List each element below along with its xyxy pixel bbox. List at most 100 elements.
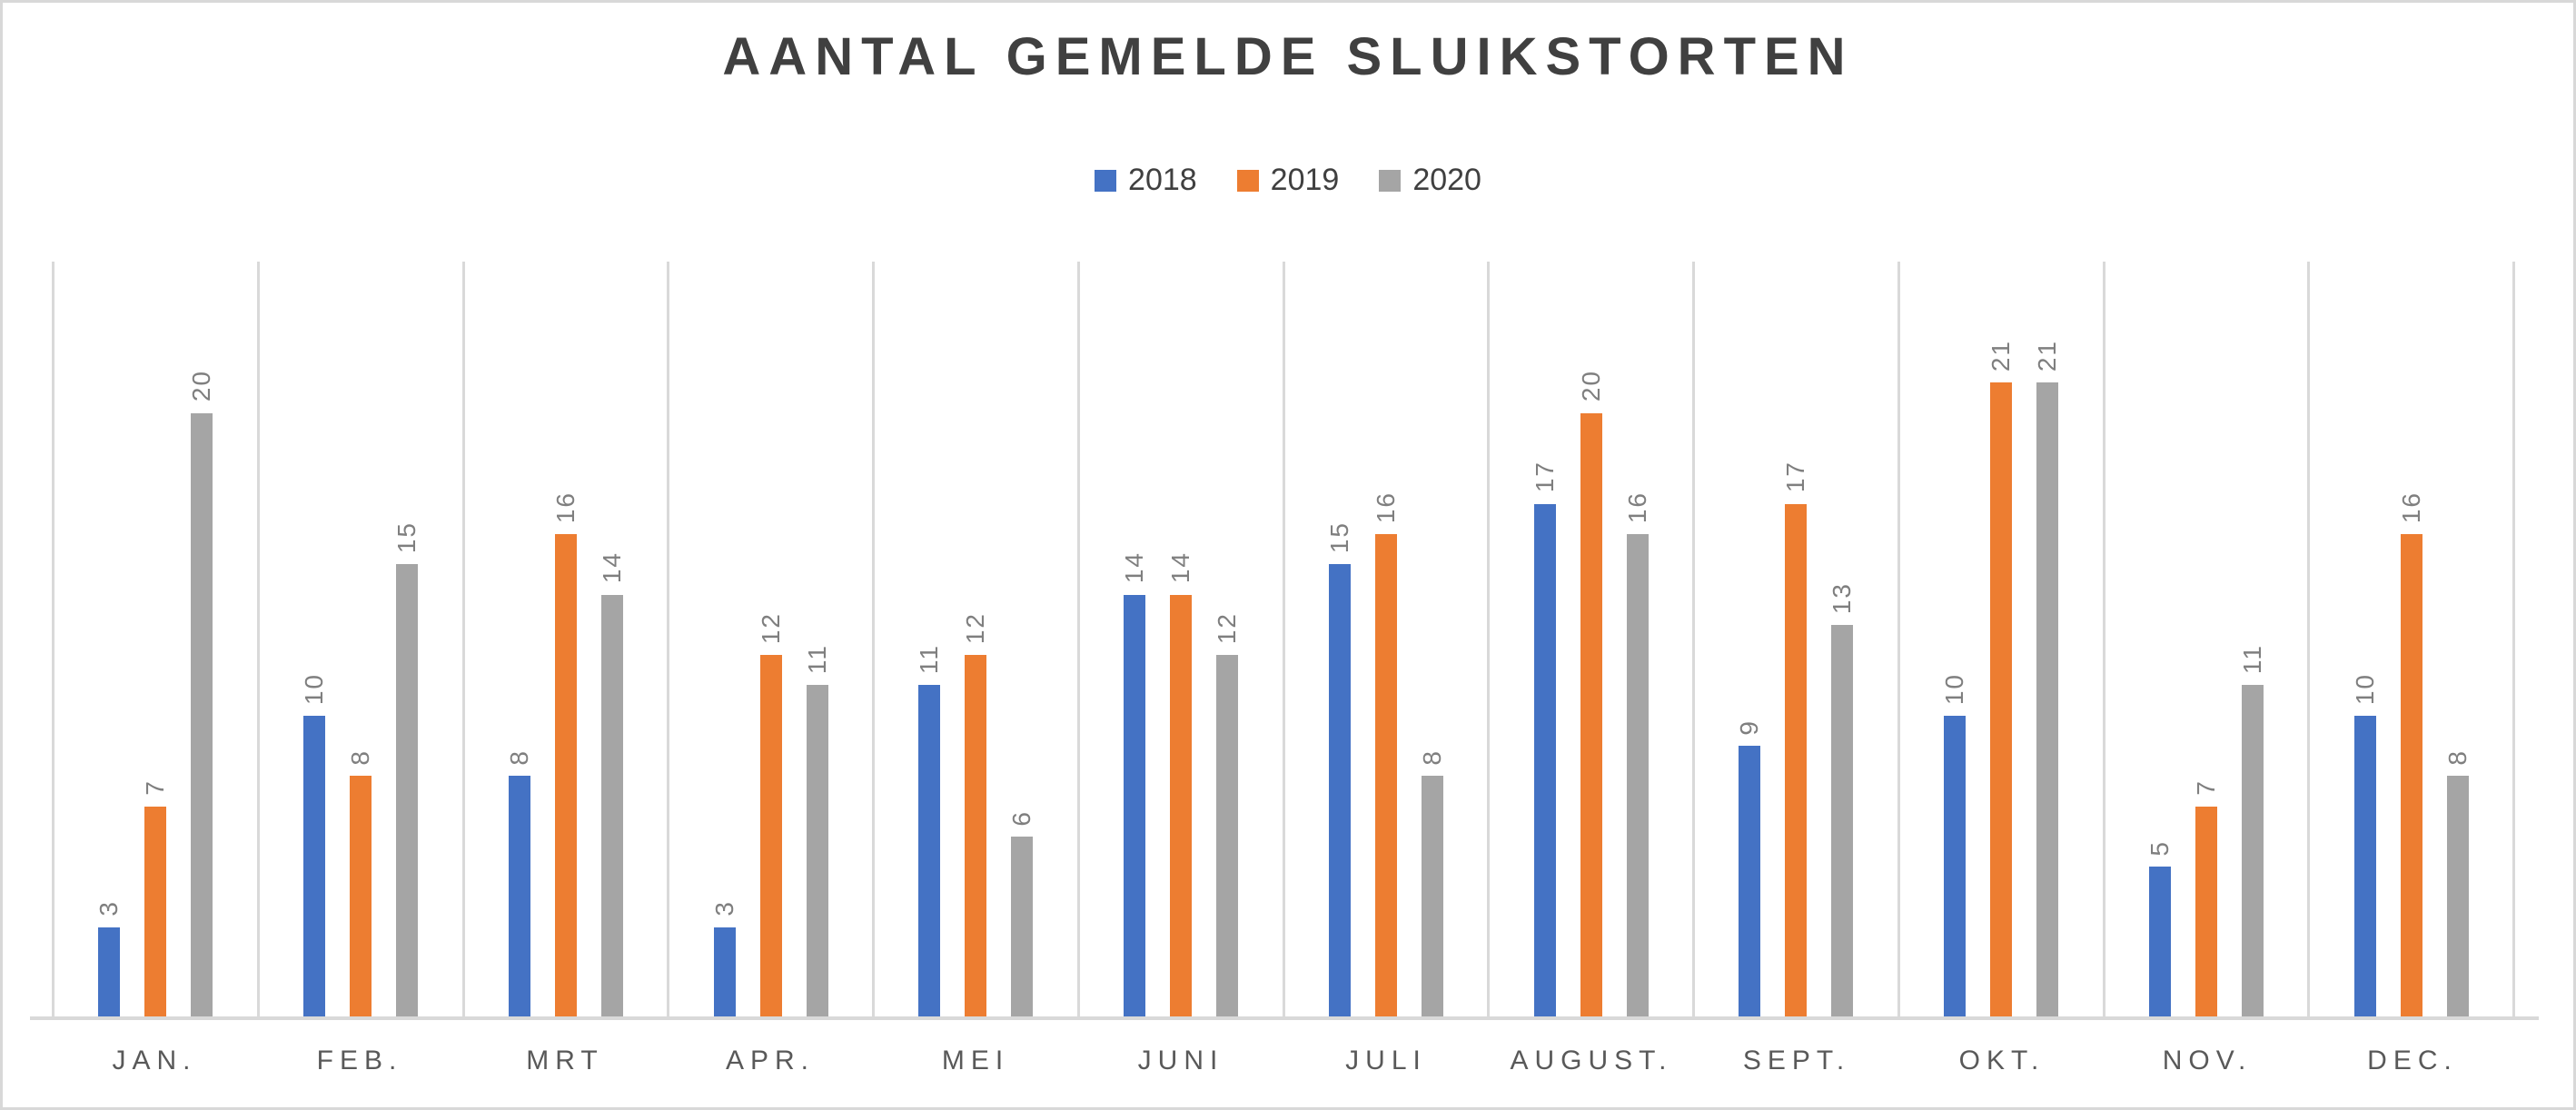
bar-value-label-2018-mei: 11 — [915, 644, 944, 675]
bar-slot: 10 — [2350, 262, 2379, 1018]
bar-value-label-2019-nov: 7 — [2191, 779, 2220, 796]
bar-2019-feb — [350, 776, 372, 1018]
bar-2020-sept — [1831, 624, 1854, 1018]
bar-slot: 8 — [1417, 262, 1446, 1018]
bar-value-label-2019-feb: 8 — [346, 748, 375, 766]
bar-value-label-2020-juli: 8 — [1417, 748, 1446, 766]
bar-2018-juli — [1328, 564, 1351, 1018]
bar-2018-jan — [98, 927, 121, 1018]
bar-slot: 11 — [802, 262, 831, 1018]
bar-slot: 21 — [2033, 262, 2062, 1018]
bar-2019-mei — [965, 655, 987, 1018]
bar-slot: 16 — [2397, 262, 2425, 1018]
bar-slot: 16 — [551, 262, 580, 1018]
x-axis-label-mei: MEI — [941, 1046, 1010, 1075]
category-mrt: 8 16 14 — [461, 262, 668, 1018]
bar-slot: 8 — [346, 262, 375, 1018]
bar-value-label-2020-dec: 8 — [2442, 748, 2472, 766]
bar-2020-juni — [1216, 655, 1239, 1018]
bar-2020-juli — [1421, 776, 1443, 1018]
bar-slot: 20 — [1576, 262, 1605, 1018]
bar-2018-feb — [303, 715, 326, 1018]
bar-slot: 5 — [2145, 262, 2174, 1018]
bar-slot: 21 — [1986, 262, 2016, 1018]
bar-value-label-2019-juni: 14 — [1166, 551, 1195, 584]
bar-slot: 11 — [2237, 262, 2266, 1018]
chart-legend: 2018 2019 2020 — [3, 163, 2573, 198]
bar-slot: 12 — [757, 262, 785, 1018]
bar-2018-august — [1533, 503, 1556, 1018]
bar-slot: 3 — [710, 262, 738, 1018]
x-axis-label-nov: NOV. — [2162, 1046, 2253, 1075]
bar-value-label-2018-juni: 14 — [1120, 551, 1149, 584]
bar-2020-okt — [2036, 382, 2059, 1018]
plot-area: 3 7 20 10 8 15 8 16 14 3 12 11 11 12 6 14 14 12 15 16 8 17 20 1… — [52, 262, 2515, 1018]
category-juni: 14 14 12 — [1076, 262, 1283, 1018]
bar-2019-juni — [1170, 594, 1193, 1018]
bar-2019-mrt — [554, 533, 577, 1018]
bar-2018-nov — [2148, 867, 2171, 1018]
category-juli: 15 16 8 — [1282, 262, 1488, 1018]
bar-slot: 13 — [1828, 262, 1857, 1018]
bar-value-label-2020-nov: 11 — [2237, 644, 2266, 675]
bar-slot: 15 — [1324, 262, 1353, 1018]
category-dec: 10 16 8 — [2307, 262, 2512, 1018]
bar-value-label-2020-sept: 13 — [1828, 581, 1857, 614]
category-august: 17 20 16 — [1487, 262, 1692, 1018]
bar-value-label-2020-jan: 20 — [187, 370, 216, 402]
bar-2019-juli — [1374, 533, 1397, 1018]
x-axis-label-jan: JAN. — [112, 1046, 197, 1075]
legend-item-2020: 2020 — [1379, 163, 1481, 198]
bar-slot: 16 — [1372, 262, 1400, 1018]
legend-swatch-2019-icon — [1236, 169, 1259, 192]
bar-2019-sept — [1785, 503, 1808, 1018]
bar-2019-dec — [2400, 533, 2422, 1018]
bar-2018-sept — [1739, 746, 1761, 1018]
bar-value-label-2020-apr: 11 — [802, 644, 831, 675]
bar-value-label-2018-jan: 3 — [94, 900, 124, 917]
bar-slot: 7 — [2191, 262, 2220, 1018]
bar-2018-mrt — [508, 776, 530, 1018]
x-axis-line — [30, 1016, 2539, 1020]
bar-2018-mei — [918, 685, 941, 1018]
bar-2020-jan — [191, 412, 213, 1018]
bar-slot: 20 — [187, 262, 216, 1018]
bar-slot: 17 — [1781, 262, 1809, 1018]
legend-label-2020: 2020 — [1412, 163, 1481, 197]
bar-slot: 12 — [961, 262, 989, 1018]
bar-2018-juni — [1124, 594, 1146, 1018]
bar-value-label-2018-dec: 10 — [2350, 672, 2379, 705]
bar-2020-apr — [806, 685, 828, 1018]
bar-value-label-2018-juli: 15 — [1324, 521, 1353, 554]
bar-value-label-2018-feb: 10 — [300, 672, 329, 705]
legend-label-2019: 2019 — [1270, 163, 1340, 197]
bar-2020-feb — [396, 564, 419, 1018]
bar-slot: 7 — [141, 262, 170, 1018]
category-mei: 11 12 6 — [872, 262, 1077, 1018]
bar-2018-okt — [1944, 715, 1967, 1018]
bar-value-label-2019-august: 20 — [1576, 370, 1605, 402]
bar-value-label-2020-august: 16 — [1622, 491, 1651, 523]
bar-value-label-2020-okt: 21 — [2033, 340, 2062, 372]
bar-2018-apr — [713, 927, 736, 1018]
bar-value-label-2020-juni: 12 — [1213, 612, 1242, 645]
bar-value-label-2019-okt: 21 — [1986, 340, 2016, 372]
x-axis-label-juli: JULI — [1345, 1046, 1427, 1075]
category-okt: 10 21 21 — [1897, 262, 2103, 1018]
x-axis-label-feb: FEB. — [316, 1046, 403, 1075]
legend-item-2018: 2018 — [1095, 163, 1197, 198]
x-axis-label-okt: OKT. — [1958, 1046, 2046, 1075]
bar-2019-apr — [759, 655, 782, 1018]
x-axis-label-dec: DEC. — [2367, 1046, 2458, 1075]
bar-2020-mrt — [600, 594, 623, 1018]
bar-2020-dec — [2446, 776, 2469, 1018]
category-feb: 10 8 15 — [256, 262, 462, 1018]
legend-swatch-2018-icon — [1095, 169, 1117, 192]
bar-value-label-2020-mei: 6 — [1007, 809, 1036, 827]
bar-value-label-2019-jan: 7 — [141, 779, 170, 796]
category-apr: 3 12 11 — [667, 262, 872, 1018]
bar-slot: 14 — [1166, 262, 1195, 1018]
bar-value-label-2020-feb: 15 — [392, 521, 421, 554]
bar-slot: 9 — [1735, 262, 1763, 1018]
bar-slot: 14 — [598, 262, 626, 1018]
